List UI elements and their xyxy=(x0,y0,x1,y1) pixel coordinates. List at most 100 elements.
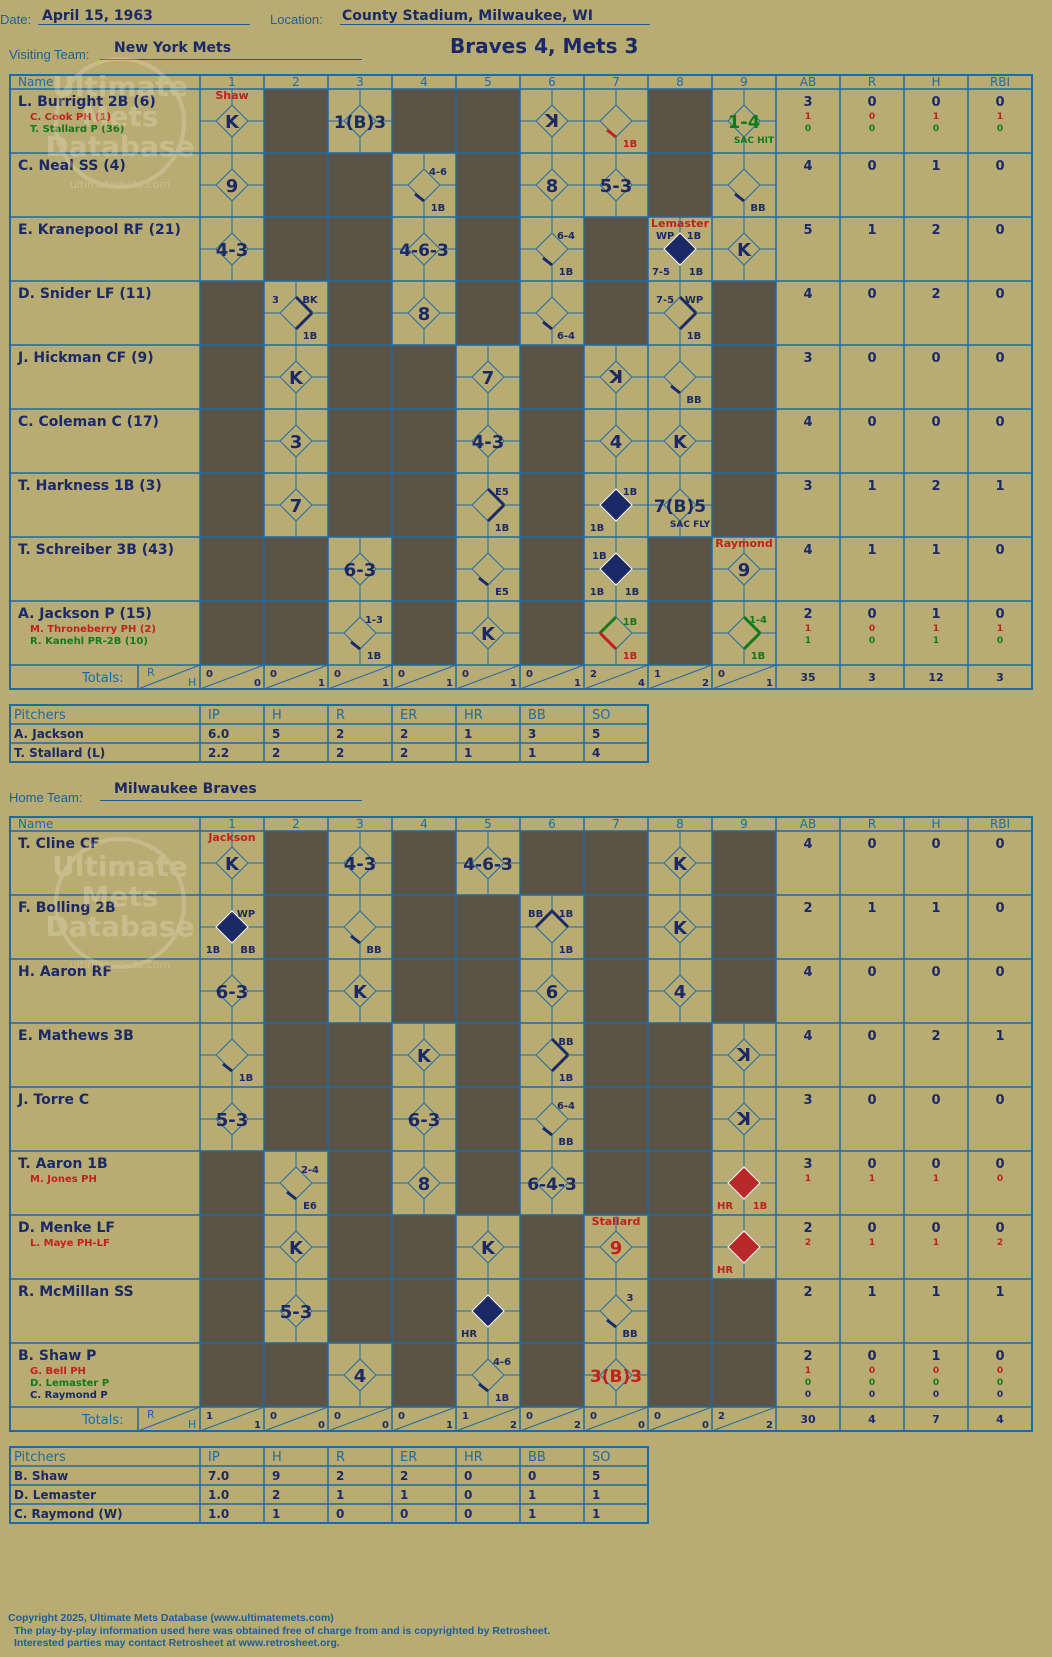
hit-path xyxy=(222,1062,233,1073)
stat-value: 0 xyxy=(995,1349,1004,1364)
play-notation: K xyxy=(608,365,623,386)
home-cell-bg xyxy=(648,1215,712,1279)
player-name: E. Mathews 3B xyxy=(18,1028,134,1044)
totals-divider xyxy=(583,664,649,690)
visitors-cell-bg xyxy=(456,153,520,217)
base-diamond xyxy=(215,1038,249,1072)
hit-label: 1B xyxy=(431,203,446,214)
pitching-header: IP xyxy=(208,1450,220,1465)
pitching-header: IP xyxy=(208,708,220,723)
hit-label: BB xyxy=(366,945,381,956)
pitcher-stat: 1 xyxy=(528,1488,536,1502)
run-scored-diamond xyxy=(471,1294,505,1328)
corner-note: 1B xyxy=(559,909,574,920)
run-scored-diamond xyxy=(215,910,249,944)
play-notation: 6-4-3 xyxy=(527,1175,577,1195)
home-cell-bg xyxy=(392,1343,456,1407)
sub-stat-value: 0 xyxy=(869,1366,875,1376)
inning-hits: 1 xyxy=(446,1420,453,1431)
totals-r-label: R xyxy=(147,1408,155,1421)
home-cell-bg xyxy=(712,1279,776,1343)
visitors-cell-bg xyxy=(456,89,520,153)
home-batting-grid: Name 1 2 3 4 5 6 7 8 9 AB R H RBI T. Cline CF 4 0 0 0 K Jack… xyxy=(9,816,1033,1432)
stat-value: 1 xyxy=(931,607,940,622)
stat-value: 0 xyxy=(995,837,1004,852)
home-cell-bg xyxy=(456,895,520,959)
stat-value: 0 xyxy=(931,965,940,980)
pitcher-stat: 2 xyxy=(400,1469,408,1483)
pitching-header: R xyxy=(336,1450,345,1465)
totals-h-label: H xyxy=(188,676,196,689)
play-notation: K xyxy=(417,1046,432,1067)
visitors-cell-bg xyxy=(200,409,264,473)
hit-path xyxy=(542,256,553,267)
home-cell-bg xyxy=(648,1023,712,1087)
inning-hits: 1 xyxy=(318,678,325,689)
hit-label: 6-4 xyxy=(557,331,575,342)
stat-value: 4 xyxy=(803,1029,812,1044)
sub-stat-value: 1 xyxy=(869,1174,875,1184)
visitors-totals-label: Totals: xyxy=(81,671,124,686)
play-notation: 4-3 xyxy=(344,854,377,875)
corner-note: HR xyxy=(461,1329,477,1340)
play-notation: K xyxy=(673,918,688,939)
sub-stat-value: 2 xyxy=(997,1238,1003,1248)
totals-divider xyxy=(711,664,777,690)
corner-note: 7-5 xyxy=(652,267,670,278)
play-notation: 3 xyxy=(290,432,303,453)
play-notation: 4-3 xyxy=(216,240,249,261)
visitors-cell-bg xyxy=(584,217,648,281)
substitute-name: R. Kanehl PR-2B (10) xyxy=(30,636,148,647)
visitors-cell-bg xyxy=(264,89,328,153)
pitcher-stat: 2 xyxy=(336,1469,344,1483)
inning-header-7: 7 xyxy=(612,75,620,89)
player-name: L. Burright 2B (6) xyxy=(18,94,156,110)
play-notation: K xyxy=(673,854,688,875)
corner-note: 1B xyxy=(592,551,607,562)
inning-runs: 0 xyxy=(718,669,725,680)
home-cell-bg xyxy=(392,831,456,895)
game-result: Braves 4, Mets 3 xyxy=(450,34,639,58)
pitching-change-note: Jackson xyxy=(207,831,255,844)
home-cell-bg xyxy=(200,1343,264,1407)
inning-runs: 0 xyxy=(334,669,341,680)
inning-runs: 1 xyxy=(654,669,661,680)
sub-stat-value: 1 xyxy=(805,1366,811,1376)
totals-divider xyxy=(647,664,713,690)
home-cell-bg xyxy=(648,1343,712,1407)
play-notation: 5-3 xyxy=(280,1302,313,1323)
home-cell-bg xyxy=(712,1343,776,1407)
pitching-change-note: Lemaster xyxy=(651,217,710,230)
inning-hits: 2 xyxy=(766,1420,773,1431)
player-name: T. Aaron 1B xyxy=(18,1156,108,1172)
hit-label: 1B xyxy=(623,617,638,628)
home-cell-bg xyxy=(200,1151,264,1215)
pitcher-stat: 1.0 xyxy=(208,1507,229,1521)
play-notation: 9 xyxy=(226,176,239,197)
play-notation: 8 xyxy=(546,176,559,197)
inning-runs: 0 xyxy=(398,669,405,680)
corner-note: 3 xyxy=(272,295,279,306)
corner-note: HR xyxy=(717,1265,733,1276)
corner-note: SAC HIT xyxy=(734,136,775,146)
pitcher-stat: 2 xyxy=(272,1488,280,1502)
inning-runs: 0 xyxy=(270,669,277,680)
hit-path xyxy=(534,908,570,929)
hit-label: 1B xyxy=(559,1073,574,1084)
visitors-cell-bg xyxy=(520,345,584,409)
visitors-cell-bg xyxy=(264,537,328,601)
sub-stat-value: 1 xyxy=(933,1174,939,1184)
home-cell-bg xyxy=(648,1151,712,1215)
corner-note: 1B xyxy=(689,267,704,278)
home-cell-bg xyxy=(584,895,648,959)
inning-header-7: 7 xyxy=(612,817,620,831)
date-underline xyxy=(38,24,250,25)
play-notation: K xyxy=(737,240,752,261)
visitors-cell-bg xyxy=(392,409,456,473)
visitors-cell-bg xyxy=(392,537,456,601)
stat-value: 2 xyxy=(803,1349,812,1364)
visitors-pitching-table: Pitchers IP H R ER HR BB SOA. Jackson 6.0 5 2 2 1 3 5T… xyxy=(9,704,649,763)
stat-value: 1 xyxy=(931,543,940,558)
totals-h-label: H xyxy=(188,1418,196,1431)
